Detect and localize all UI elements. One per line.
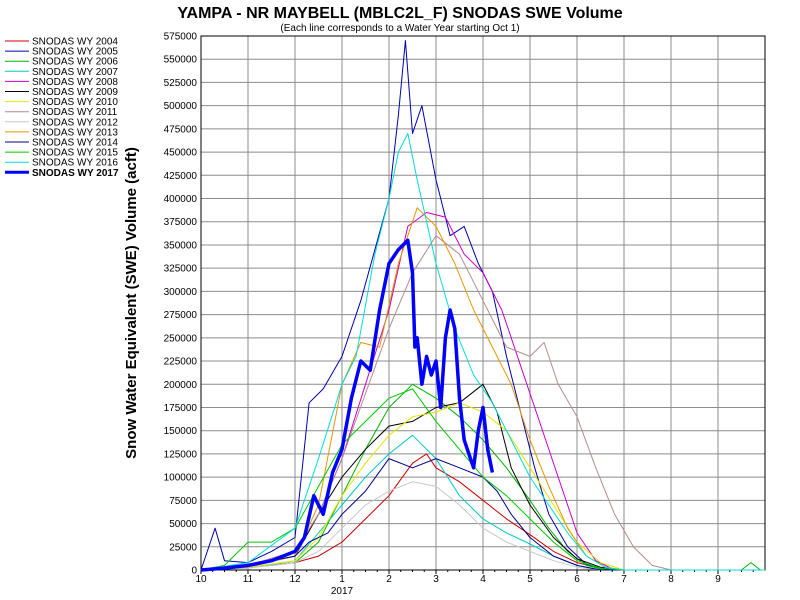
x-tick-label: 6 bbox=[574, 574, 580, 585]
plot-border bbox=[200, 35, 766, 571]
y-tick-label: 525000 bbox=[164, 78, 198, 89]
chart-title: YAMPA - NR MAYBELL (MBLC2L_F) SNODAS SWE… bbox=[177, 5, 622, 22]
y-tick-label: 575000 bbox=[164, 32, 198, 43]
y-tick-label: 200000 bbox=[164, 380, 198, 391]
x-tick-label: 1 bbox=[339, 574, 345, 585]
y-tick-label: 325000 bbox=[164, 264, 198, 275]
chart-subtitle: (Each line corresponds to a Water Year s… bbox=[280, 23, 519, 34]
series-line-snodas-wy-2015 bbox=[200, 388, 765, 571]
y-tick-label: 425000 bbox=[164, 171, 198, 182]
y-tick-label: 300000 bbox=[164, 287, 198, 298]
x-tick-label: 8 bbox=[668, 574, 674, 585]
series-line-snodas-wy-2005 bbox=[200, 40, 765, 571]
legend-label: SNODAS WY 2012 bbox=[32, 117, 118, 128]
x-tick-label: 11 bbox=[243, 574, 254, 585]
y-tick-label: 275000 bbox=[164, 310, 198, 321]
x-tick-label: 3 bbox=[433, 574, 439, 585]
x-year-label: 2017 bbox=[331, 586, 354, 597]
series-line-snodas-wy-2014 bbox=[200, 458, 765, 571]
series-line-snodas-wy-2017 bbox=[200, 238, 495, 572]
legend-label: SNODAS WY 2006 bbox=[32, 57, 118, 68]
y-tick-label: 75000 bbox=[169, 496, 197, 507]
y-axis-label: Snow Water Equivalent (SWE) Volume (acft… bbox=[123, 147, 140, 459]
legend-label: SNODAS WY 2009 bbox=[32, 87, 118, 98]
y-tick-label: 550000 bbox=[164, 55, 198, 66]
series-line-snodas-wy-2010 bbox=[200, 402, 765, 571]
legend-label: SNODAS WY 2017 bbox=[32, 168, 119, 179]
y-tick-label: 475000 bbox=[164, 124, 198, 135]
y-tick-label: 125000 bbox=[164, 449, 198, 460]
x-tick-label: 12 bbox=[289, 574, 301, 585]
legend-label: SNODAS WY 2007 bbox=[32, 67, 118, 78]
legend-label: SNODAS WY 2016 bbox=[32, 158, 118, 169]
legend-label: SNODAS WY 2013 bbox=[32, 127, 118, 138]
series-line-snodas-wy-2016 bbox=[200, 133, 765, 571]
y-tick-label: 25000 bbox=[169, 542, 197, 553]
axes: 0250005000075000100000125000150000175000… bbox=[164, 32, 766, 597]
x-tick-label: 5 bbox=[527, 574, 533, 585]
y-tick-label: 225000 bbox=[164, 357, 198, 368]
y-tick-label: 250000 bbox=[164, 333, 198, 344]
x-tick-label: 4 bbox=[480, 574, 486, 585]
x-tick-label: 9 bbox=[715, 574, 721, 585]
legend-label: SNODAS WY 2008 bbox=[32, 77, 118, 88]
y-tick-label: 50000 bbox=[169, 519, 197, 530]
data-series bbox=[200, 40, 765, 572]
y-tick-label: 400000 bbox=[164, 194, 198, 205]
y-tick-label: 175000 bbox=[164, 403, 198, 414]
series-line-snodas-wy-2013 bbox=[200, 207, 765, 571]
series-line-snodas-wy-2012 bbox=[200, 481, 765, 571]
legend-label: SNODAS WY 2015 bbox=[32, 148, 118, 159]
legend-label: SNODAS WY 2010 bbox=[32, 97, 118, 108]
y-tick-label: 100000 bbox=[164, 473, 198, 484]
y-tick-label: 500000 bbox=[164, 101, 198, 112]
legend-label: SNODAS WY 2004 bbox=[32, 37, 118, 48]
y-tick-label: 375000 bbox=[164, 217, 198, 228]
grid-lines bbox=[200, 35, 765, 571]
legend-label: SNODAS WY 2005 bbox=[32, 47, 118, 58]
legend-label: SNODAS WY 2014 bbox=[32, 138, 118, 149]
y-tick-label: 150000 bbox=[164, 426, 198, 437]
y-tick-label: 0 bbox=[191, 566, 197, 577]
legend-label: SNODAS WY 2011 bbox=[32, 107, 118, 118]
x-tick-label: 10 bbox=[195, 574, 207, 585]
x-tick-label: 7 bbox=[621, 574, 627, 585]
x-tick-label: 2 bbox=[386, 574, 392, 585]
y-tick-label: 450000 bbox=[164, 148, 198, 159]
y-tick-label: 350000 bbox=[164, 240, 198, 251]
